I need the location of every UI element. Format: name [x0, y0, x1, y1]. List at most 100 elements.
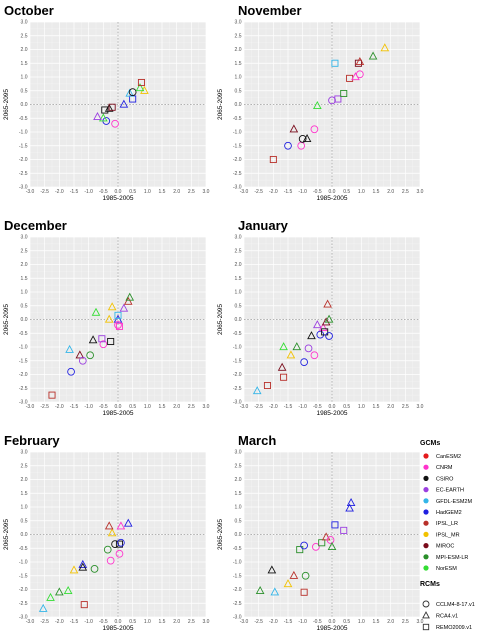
x-tick-label: 0.0 — [329, 619, 336, 625]
y-axis-label: 2065-2095 — [3, 89, 10, 120]
panel-february: February -3.0-3.0 -2.5 -2.5 -2.0 -2.0 -1.5 -1.5… — [3, 433, 210, 632]
data-point — [296, 546, 304, 554]
y-tick-label: 1.0 — [21, 75, 28, 81]
panel-title: October — [4, 3, 54, 18]
data-point — [279, 342, 288, 351]
x-tick-label: 2.0 — [387, 189, 394, 195]
data-point — [283, 579, 293, 588]
data-point — [119, 99, 129, 108]
x-tick-label: -2.0 — [269, 189, 278, 195]
y-tick-label: 0.0 — [21, 102, 28, 108]
legend-gcm-swatch — [423, 509, 429, 515]
y-tick-label: -3.0 — [19, 400, 28, 406]
x-tick-label: -1.5 — [284, 189, 293, 195]
data-point — [78, 356, 87, 365]
data-point — [101, 106, 109, 114]
x-tick-label: -0.5 — [99, 404, 108, 410]
data-point — [310, 351, 319, 360]
data-point — [346, 498, 356, 507]
panel-december: December -3.0-3.0 -2.5 -2.5 -2.0 -2.0 -1.5 -1.5… — [3, 218, 210, 417]
x-tick-label: -1.0 — [298, 404, 307, 410]
data-point — [380, 43, 390, 52]
y-tick-label: 3.0 — [21, 235, 28, 241]
data-point — [270, 587, 280, 596]
legend-rcm-label: CCLM4-8-17.v1 — [436, 602, 475, 608]
data-point — [255, 586, 265, 595]
y-tick-label: 0.0 — [235, 317, 242, 323]
panel-march: March -3.0-3.0 -2.5 -2.5 -2.0 -2.0 -1.5 -1.5 -1.… — [217, 433, 424, 632]
data-point — [340, 526, 348, 534]
x-axis-label: 1985-2005 — [316, 625, 347, 632]
x-tick-label: -1.0 — [298, 619, 307, 625]
data-point — [69, 565, 79, 574]
x-tick-label: 0.5 — [343, 189, 350, 195]
y-tick-label: 0.0 — [21, 317, 28, 323]
y-tick-label: -2.5 — [19, 386, 28, 392]
data-point — [328, 96, 336, 105]
x-tick-label: 1.0 — [358, 404, 365, 410]
x-tick-label: -0.5 — [313, 404, 322, 410]
y-tick-label: 3.0 — [235, 235, 242, 241]
data-point — [325, 332, 333, 340]
legend-gcm-label: IPSL_LR — [436, 521, 458, 527]
x-tick-label: -2.0 — [55, 619, 64, 625]
data-point — [289, 124, 299, 133]
x-tick-label: -0.5 — [313, 619, 322, 625]
panel-november: November -3.0-3.0 -2.5 -2.5 -2.0 -2.0 -1.5 -1.5… — [217, 3, 424, 202]
x-tick-label: 2.0 — [173, 404, 180, 410]
y-tick-label: -3.0 — [233, 400, 242, 406]
y-tick-label: -2.5 — [233, 386, 242, 392]
y-tick-label: 0.5 — [21, 518, 28, 524]
y-tick-label: 2.5 — [21, 463, 28, 469]
x-tick-label: 3.0 — [417, 189, 424, 195]
x-tick-label: 1.5 — [159, 404, 166, 410]
data-point — [115, 322, 123, 330]
x-tick-label: 3.0 — [203, 404, 210, 410]
x-tick-label: -0.5 — [99, 189, 108, 195]
x-tick-label: -1.5 — [70, 189, 79, 195]
y-tick-label: -1.0 — [19, 560, 28, 566]
y-tick-label: 1.0 — [235, 75, 242, 81]
data-point — [93, 112, 102, 121]
data-point — [75, 350, 85, 359]
data-point — [88, 335, 98, 344]
y-tick-label: -1.5 — [19, 573, 28, 579]
legend-gcm-label: HadGEM2 — [436, 510, 462, 516]
data-point — [135, 83, 145, 92]
y-tick-label: 3.0 — [21, 20, 28, 26]
panel-title: February — [4, 433, 60, 448]
legend-rcm-title: RCMs — [420, 581, 440, 588]
legend-gcm-swatch — [423, 464, 429, 470]
data-point — [65, 344, 74, 353]
y-tick-label: 0.5 — [235, 303, 242, 309]
data-point — [307, 331, 316, 340]
data-point — [108, 103, 116, 111]
legend-gcm-swatch — [423, 475, 429, 481]
y-tick-label: -1.0 — [19, 130, 28, 136]
y-tick-label: 0.5 — [235, 518, 242, 524]
data-point — [107, 337, 115, 346]
panels: October-3.0-3.0-2.5-2.5-2.0-2.0-1.5-1.5-… — [3, 3, 424, 632]
data-point — [321, 532, 331, 541]
x-tick-label: 0.0 — [329, 189, 336, 195]
data-point — [113, 314, 123, 323]
x-tick-label: 3.0 — [203, 619, 210, 625]
x-tick-label: 2.0 — [387, 619, 394, 625]
legend-gcm-swatch — [423, 565, 429, 571]
data-point — [318, 539, 326, 547]
x-tick-label: 2.5 — [402, 189, 409, 195]
panel-title: November — [238, 3, 302, 18]
data-point — [103, 545, 112, 554]
x-axis-label: 1985-2005 — [102, 625, 133, 632]
data-point — [331, 59, 339, 67]
y-tick-label: 2.0 — [235, 262, 242, 268]
y-tick-label: 0.0 — [235, 102, 242, 108]
x-tick-label: 0.5 — [129, 189, 136, 195]
x-tick-label: -3.0 — [240, 404, 249, 410]
x-tick-label: 0.5 — [343, 619, 350, 625]
y-tick-label: 1.5 — [235, 491, 242, 497]
data-point — [140, 85, 149, 94]
data-point — [106, 556, 115, 565]
data-point — [114, 321, 122, 329]
x-tick-label: -1.5 — [70, 619, 79, 625]
